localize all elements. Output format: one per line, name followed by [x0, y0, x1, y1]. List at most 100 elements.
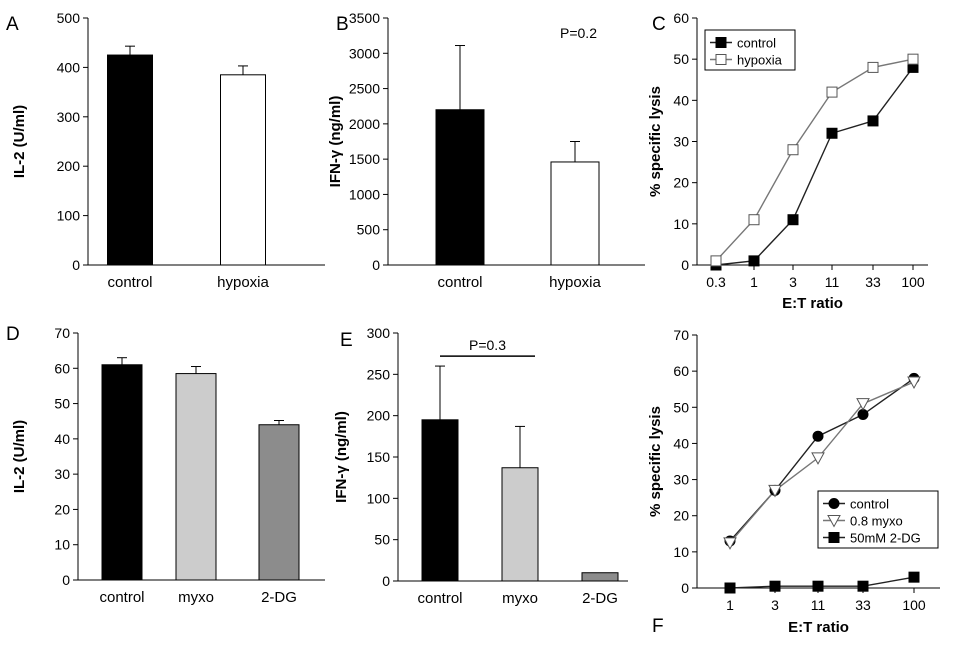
- x-tick-label-C-1: 1: [750, 274, 758, 290]
- y-tick-label-E-0: 0: [382, 573, 390, 589]
- point-F-2-3: [857, 580, 869, 592]
- point-F-0-2: [812, 430, 824, 442]
- legend-label-C-1: hypoxia: [737, 53, 783, 68]
- bar-D-0: [101, 364, 143, 581]
- legend-label-F-1: 0.8 myxo: [850, 514, 903, 529]
- category-label-B-1: hypoxia: [549, 274, 601, 291]
- y-tick-label-B-1: 500: [357, 222, 381, 238]
- series-line-C-0: [715, 66, 914, 266]
- y-tick-label-F-1: 10: [673, 544, 689, 560]
- panel-label-E: E: [340, 330, 353, 351]
- legend-marker-F-1: [827, 515, 841, 528]
- x-tick-label-F-0: 1: [726, 597, 734, 613]
- y-tick-label-D-4: 40: [54, 431, 70, 447]
- legend-label-F-2: 50mM 2-DG: [850, 531, 921, 546]
- point-C-0-4: [867, 115, 879, 127]
- y-tick-label-D-5: 50: [54, 396, 70, 412]
- bar-A-0: [107, 54, 153, 266]
- point-C-0-3: [826, 127, 838, 139]
- y-tick-label-F-7: 70: [673, 327, 689, 343]
- series-line-C-1: [715, 58, 914, 262]
- legend-marker-F-2: [828, 532, 840, 543]
- legend-label-F-0: control: [850, 497, 889, 512]
- legend-label-C-0: control: [737, 36, 776, 51]
- x-tick-label-F-3: 33: [855, 597, 871, 613]
- x-axis-label-F: E:T ratio: [788, 619, 849, 636]
- y-tick-label-F-2: 20: [673, 508, 689, 524]
- point-C-1-2: [787, 144, 799, 156]
- bar-E-0: [421, 419, 459, 582]
- y-tick-label-D-2: 20: [54, 501, 70, 517]
- point-C-1-5: [907, 53, 919, 65]
- y-tick-label-A-3: 300: [57, 109, 81, 125]
- category-label-D-1: myxo: [178, 589, 214, 606]
- y-tick-label-D-1: 10: [54, 537, 70, 553]
- bar-A-1: [220, 74, 266, 266]
- y-axis-label-E: IFN-γ (ng/ml): [333, 411, 350, 503]
- bar-D-1: [175, 373, 217, 581]
- annotation-B: P=0.2: [560, 25, 597, 41]
- y-tick-label-B-6: 3000: [349, 45, 380, 61]
- y-tick-label-B-3: 1500: [349, 151, 380, 167]
- y-axis-label-B: IFN-γ (ng/ml): [327, 96, 344, 188]
- legend-marker-C-1: [715, 54, 727, 65]
- y-tick-label-E-5: 250: [367, 366, 391, 382]
- y-axis-label-A: IL-2 (U/ml): [11, 105, 28, 178]
- x-tick-label-F-4: 100: [902, 597, 926, 613]
- panel-label-D: D: [6, 324, 20, 345]
- y-tick-label-B-4: 2000: [349, 116, 380, 132]
- y-tick-label-A-2: 200: [57, 158, 81, 174]
- y-tick-label-E-3: 150: [367, 449, 391, 465]
- y-tick-label-C-0: 0: [681, 257, 689, 273]
- category-label-D-2: 2-DG: [261, 589, 297, 606]
- legend-marker-C-0: [715, 37, 727, 48]
- bar-E-2: [581, 572, 619, 582]
- panel-label-C: C: [652, 14, 666, 35]
- point-C-1-3: [826, 86, 838, 98]
- x-tick-label-C-3: 11: [825, 274, 840, 290]
- y-tick-label-D-7: 70: [54, 325, 70, 341]
- panel-label-F: F: [652, 616, 664, 637]
- y-tick-label-A-1: 100: [57, 208, 81, 224]
- category-label-A-1: hypoxia: [217, 274, 269, 291]
- point-C-1-0: [710, 255, 722, 267]
- x-tick-label-F-1: 3: [771, 597, 779, 613]
- point-C-1-1: [748, 214, 760, 226]
- category-label-E-1: myxo: [502, 590, 538, 607]
- y-axis-label-C: % specific lysis: [647, 86, 664, 197]
- y-tick-label-B-5: 2500: [349, 81, 380, 97]
- bar-B-1: [550, 161, 600, 266]
- category-label-D-0: control: [99, 589, 144, 606]
- x-tick-label-C-5: 100: [901, 274, 925, 290]
- y-tick-label-C-4: 40: [673, 92, 689, 108]
- category-label-A-0: control: [107, 274, 152, 291]
- point-F-2-1: [769, 580, 781, 592]
- y-tick-label-F-3: 30: [673, 472, 689, 488]
- y-axis-label-D: IL-2 (U/ml): [11, 420, 28, 493]
- y-tick-label-A-4: 400: [57, 59, 81, 75]
- point-C-0-2: [787, 214, 799, 226]
- y-tick-label-F-5: 50: [673, 399, 689, 415]
- point-C-1-4: [867, 61, 879, 73]
- point-F-1-0: [723, 537, 737, 550]
- y-tick-label-A-0: 0: [72, 257, 80, 273]
- point-F-0-3: [857, 409, 869, 421]
- point-F-2-4: [908, 571, 920, 583]
- y-tick-label-C-1: 10: [673, 216, 689, 232]
- panel-label-B: B: [336, 14, 349, 35]
- x-tick-label-C-2: 3: [789, 274, 797, 290]
- y-tick-label-F-0: 0: [681, 580, 689, 596]
- x-tick-label-C-0: 0.3: [706, 274, 726, 290]
- y-tick-label-E-6: 300: [367, 325, 391, 341]
- point-F-1-3: [856, 398, 870, 411]
- category-label-E-2: 2-DG: [582, 590, 618, 607]
- panel-label-A: A: [6, 14, 19, 35]
- category-label-E-0: control: [417, 590, 462, 607]
- point-C-0-1: [748, 255, 760, 267]
- point-F-2-0: [724, 582, 736, 594]
- y-tick-label-F-6: 60: [673, 363, 689, 379]
- y-tick-label-E-2: 100: [367, 490, 391, 506]
- y-tick-label-D-3: 30: [54, 466, 70, 482]
- point-F-2-2: [812, 580, 824, 592]
